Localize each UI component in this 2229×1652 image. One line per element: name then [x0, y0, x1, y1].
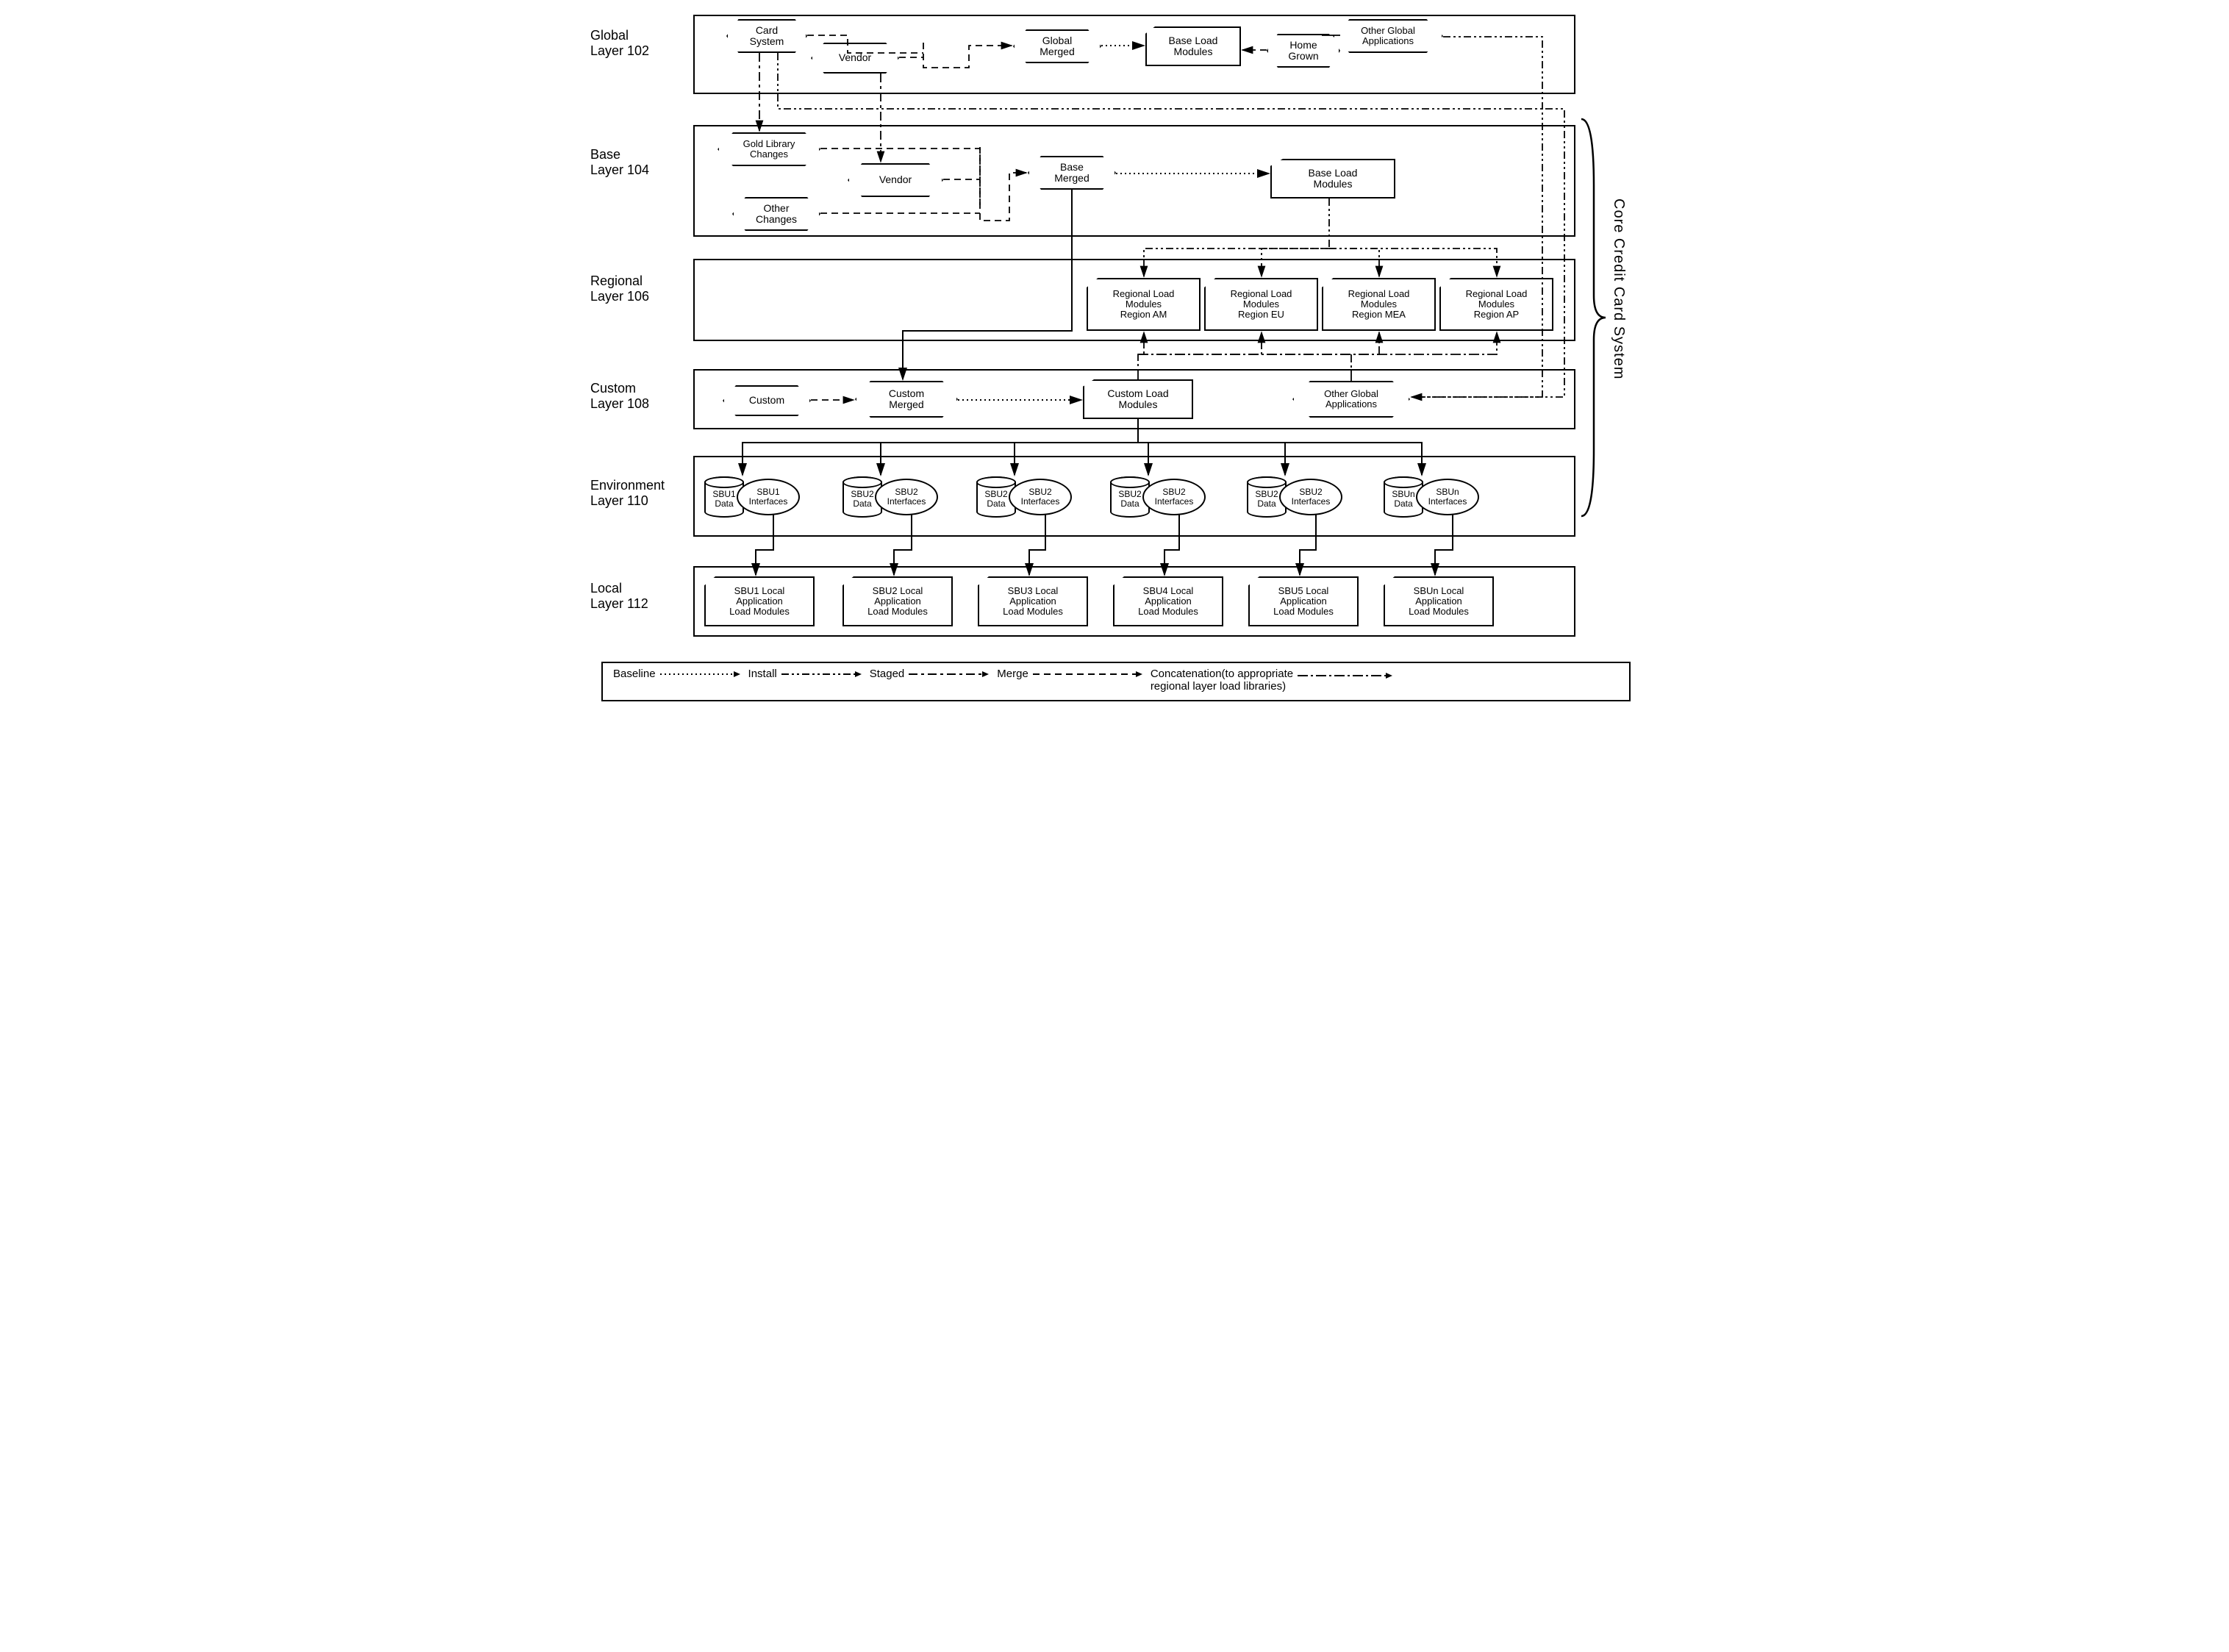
- node-custom-load-modules: Custom Load Modules: [1083, 379, 1193, 419]
- sbu-pair-3: SBU2 Data SBU2 Interfaces: [1110, 476, 1206, 518]
- local-module-3: SBU4 Local Application Load Modules: [1113, 576, 1223, 626]
- node-base-load-modules1: Base Load Modules: [1145, 26, 1241, 66]
- node-other-global-apps2: Other Global Applications: [1292, 381, 1410, 418]
- sbu-pair-4: SBU2 Data SBU2 Interfaces: [1247, 476, 1342, 518]
- node-vendor2: Vendor: [848, 163, 943, 197]
- local-module-4: SBU5 Local Application Load Modules: [1248, 576, 1359, 626]
- legend-install: Install: [748, 668, 862, 680]
- node-card-system: Card System: [726, 19, 807, 53]
- legend-baseline: Baseline: [613, 668, 741, 680]
- local-module-1: SBU2 Local Application Load Modules: [842, 576, 953, 626]
- node-vendor1: Vendor: [811, 43, 899, 74]
- node-other-changes: Other Changes: [732, 197, 820, 231]
- label-global-layer: Global Layer 102: [590, 28, 649, 58]
- node-region-eu: Regional Load Modules Region EU: [1204, 278, 1318, 331]
- legend-box: Baseline Install Staged Merge Concatenat…: [601, 662, 1631, 701]
- node-region-ap: Regional Load Modules Region AP: [1439, 278, 1553, 331]
- local-module-2: SBU3 Local Application Load Modules: [978, 576, 1088, 626]
- node-gold-library: Gold Library Changes: [718, 132, 820, 166]
- base-layer-box: [693, 125, 1575, 237]
- sbu-pair-0: SBU1 Data SBU1 Interfaces: [704, 476, 800, 518]
- node-custom: Custom: [723, 385, 811, 416]
- side-label: Core Credit Card System: [1610, 199, 1627, 379]
- legend-concat: Concatenation(to appropriate regional la…: [1151, 668, 1393, 693]
- label-environment-layer: Environment Layer 110: [590, 478, 665, 508]
- local-module-5: SBUn Local Application Load Modules: [1384, 576, 1494, 626]
- local-module-0: SBU1 Local Application Load Modules: [704, 576, 815, 626]
- label-base-layer: Base Layer 104: [590, 147, 649, 177]
- node-base-load-modules2: Base Load Modules: [1270, 159, 1395, 199]
- sbu-intf-0: SBU1 Interfaces: [737, 479, 800, 515]
- legend-merge: Merge: [997, 668, 1143, 680]
- node-global-merged: Global Merged: [1013, 29, 1101, 63]
- sbu-pair-2: SBU2 Data SBU2 Interfaces: [976, 476, 1072, 518]
- node-other-global-apps1: Other Global Applications: [1333, 19, 1443, 53]
- label-local-layer: Local Layer 112: [590, 581, 648, 611]
- sbu-pair-5: SBUn Data SBUn Interfaces: [1384, 476, 1479, 518]
- node-home-grown: Home Grown: [1267, 34, 1340, 68]
- label-regional-layer: Regional Layer 106: [590, 273, 649, 304]
- legend-staged: Staged: [870, 668, 990, 680]
- node-region-am: Regional Load Modules Region AM: [1087, 278, 1201, 331]
- diagram-canvas: Global Layer 102 Base Layer 104 Regional…: [557, 0, 1672, 826]
- label-custom-layer: Custom Layer 108: [590, 381, 649, 411]
- node-base-merged: Base Merged: [1028, 156, 1116, 190]
- sbu-pair-1: SBU2 Data SBU2 Interfaces: [842, 476, 938, 518]
- node-custom-merged: Custom Merged: [855, 381, 958, 418]
- node-region-mea: Regional Load Modules Region MEA: [1322, 278, 1436, 331]
